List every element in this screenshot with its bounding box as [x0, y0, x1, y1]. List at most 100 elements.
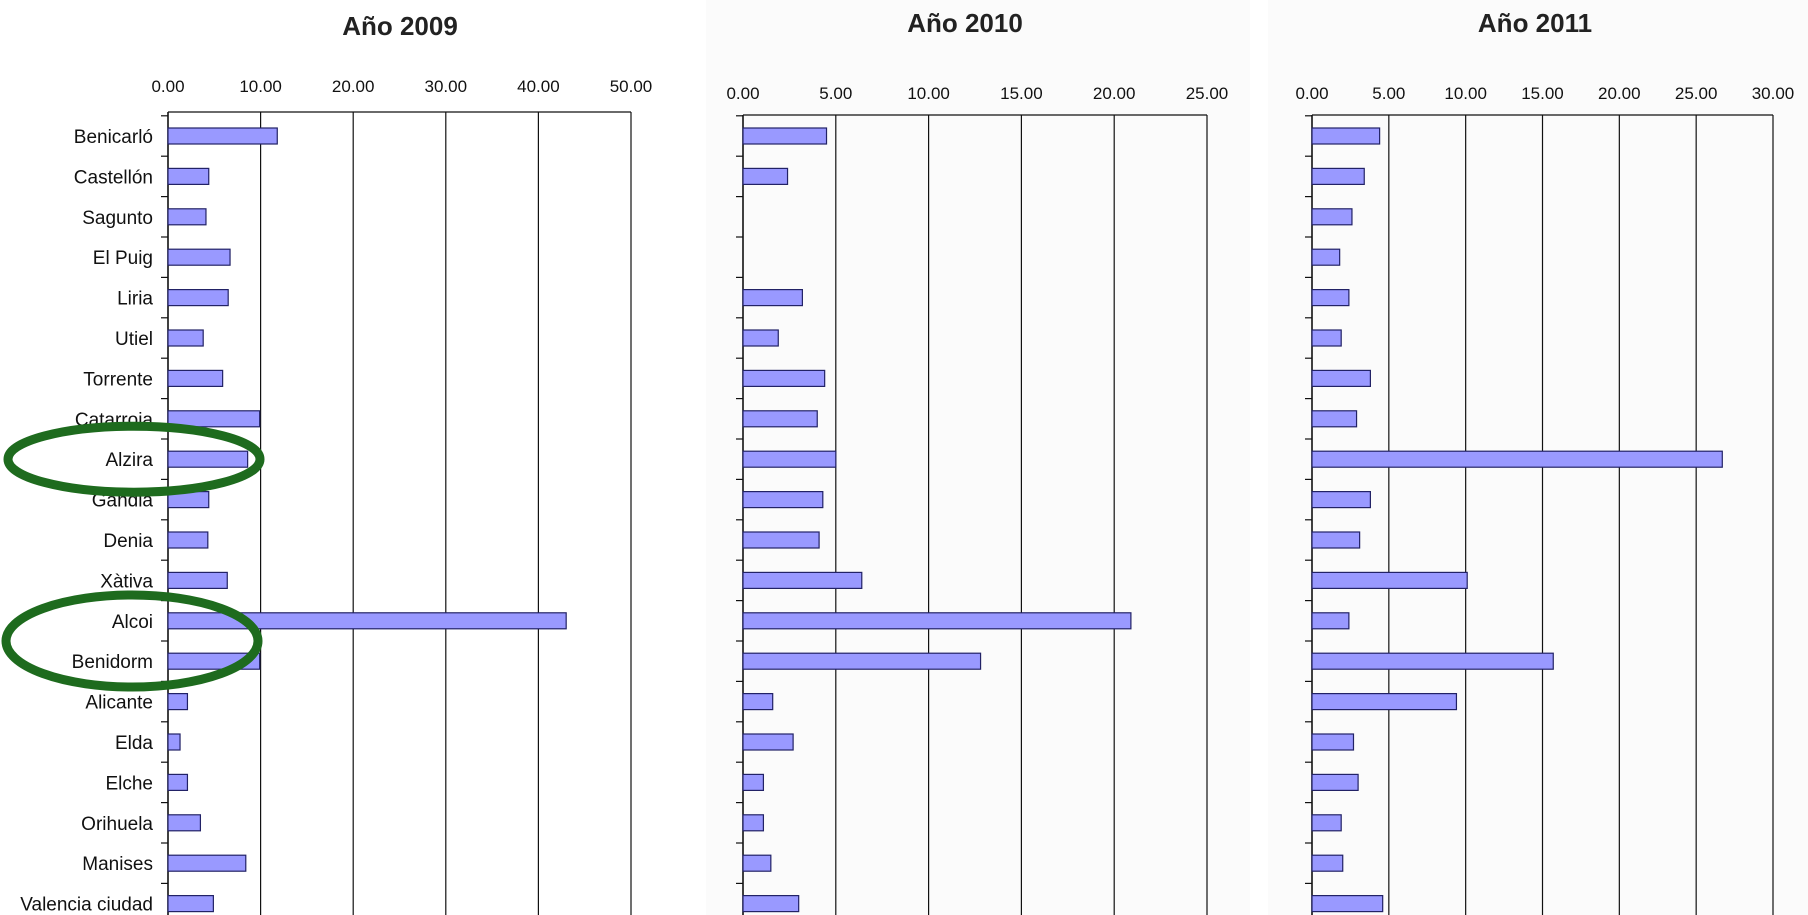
bar-2009-denia — [167, 531, 209, 549]
category-label-denia: Denia — [103, 531, 153, 552]
bar-2010-manises — [742, 854, 772, 872]
category-label-utiel: Utiel — [115, 329, 153, 350]
tick-label-2011-6: 30.00 — [1752, 84, 1795, 103]
chart-2010: 0.00 5.00 10.00 15.00 20.00 25.00 — [726, 84, 1228, 915]
category-label-benidorm: Benidorm — [72, 652, 153, 673]
chart-2011: 0.00 5.00 10.00 15.00 20.00 25.00 30.00 — [1295, 84, 1794, 915]
bar-2011-orihuela — [1311, 814, 1342, 832]
tick-label-2010-0: 0.00 — [726, 84, 759, 103]
category-label-alcoi: Alcoi — [112, 612, 153, 633]
category-label-elche: Elche — [105, 773, 153, 794]
bar-2011-el-puig — [1311, 248, 1341, 266]
bar-2009-manises — [167, 854, 247, 872]
category-label-liria: Liria — [117, 289, 153, 310]
bar-2011-benicarlo — [1311, 127, 1381, 145]
category-label-el-puig: El Puig — [93, 248, 153, 269]
bar-2011-elda — [1311, 733, 1355, 751]
bar-2009-valencia-ciudad — [167, 894, 214, 913]
bar-2011-torrente — [1311, 369, 1371, 387]
bar-2010-torrente — [742, 369, 826, 387]
bar-2009-benicarlo — [167, 127, 278, 145]
bar-2009-castellon — [167, 167, 210, 185]
category-label-benicarlo: Benicarló — [74, 127, 153, 148]
tick-label-2010-1: 5.00 — [819, 84, 852, 103]
bar-2009-alcoi — [167, 612, 567, 630]
bar-2009-xativa — [167, 571, 228, 590]
bar-2010-benicarlo — [742, 127, 828, 145]
tick-label-2009-3: 30.00 — [425, 77, 468, 96]
tick-label-2011-5: 25.00 — [1675, 84, 1718, 103]
category-label-alicante: Alicante — [85, 693, 153, 714]
bar-2009-orihuela — [167, 814, 202, 832]
tick-label-2009-5: 50.00 — [610, 77, 653, 96]
tick-label-2010-3: 15.00 — [1000, 84, 1043, 103]
category-label-alzira: Alzira — [105, 450, 153, 471]
chart-title-2009: Año 2009 — [342, 11, 458, 41]
tick-label-2010-5: 25.00 — [1186, 84, 1229, 103]
bar-2010-denia — [742, 531, 820, 549]
bar-2010-valencia-ciudad — [742, 894, 800, 913]
bar-2011-utiel — [1311, 329, 1342, 347]
bar-2009-torrente — [167, 369, 224, 387]
tick-label-2009-4: 40.00 — [517, 77, 560, 96]
bar-2010-castellon — [742, 167, 789, 185]
bar-2010-alzira — [742, 450, 837, 468]
tick-label-2010-2: 10.00 — [907, 84, 950, 103]
bar-2010-alicante — [742, 692, 774, 711]
chart-title-2011: Año 2011 — [1478, 8, 1592, 38]
bar-2011-gandia — [1311, 491, 1371, 509]
category-label-manises: Manises — [82, 854, 153, 875]
bar-2010-elda — [742, 733, 794, 751]
category-label-sagunto: Sagunto — [82, 208, 153, 229]
tick-label-2011-0: 0.00 — [1295, 84, 1328, 103]
bar-2009-catarroja — [167, 410, 261, 428]
bar-2010-gandia — [742, 491, 824, 509]
bar-2009-elda — [167, 733, 181, 751]
bar-2010-elche — [742, 773, 765, 792]
chart-2009: 0.00 10.00 20.00 30.00 40.00 50.00 Benicarló Ca… — [20, 77, 652, 915]
tick-label-2009-1: 10.00 — [239, 77, 282, 96]
bar-2011-sagunto — [1311, 208, 1353, 226]
bar-2011-castellon — [1311, 167, 1365, 185]
category-label-orihuela: Orihuela — [81, 814, 153, 835]
bar-2011-manises — [1311, 854, 1344, 872]
highlight-annotations — [1, 421, 265, 692]
bar-2010-xativa — [742, 571, 863, 590]
tick-label-2011-2: 10.00 — [1444, 84, 1487, 103]
bar-2009-elche — [167, 773, 189, 792]
bar-2009-sagunto — [167, 208, 207, 226]
bar-2011-alcoi — [1311, 612, 1350, 630]
category-label-elda: Elda — [115, 733, 153, 754]
tick-label-2011-4: 20.00 — [1598, 84, 1641, 103]
bar-2011-valencia-ciudad — [1311, 894, 1384, 913]
category-label-castellon: Castellón — [74, 167, 153, 188]
category-label-torrente: Torrente — [83, 369, 153, 390]
highlight-ellipse-alzira — [3, 421, 265, 497]
bar-2010-liria — [742, 289, 803, 307]
bar-2011-elche — [1311, 773, 1359, 792]
tick-label-2009-2: 20.00 — [332, 77, 375, 96]
bar-2011-liria — [1311, 289, 1350, 307]
bar-2010-benidorm — [742, 652, 982, 670]
tick-label-2009-0: 0.00 — [151, 77, 184, 96]
tick-label-2011-1: 5.00 — [1372, 84, 1405, 103]
bar-2011-denia — [1311, 531, 1361, 549]
bar-2009-el-puig — [167, 248, 231, 266]
bar-2010-alcoi — [742, 612, 1132, 630]
bar-2011-benidorm — [1311, 652, 1554, 670]
bar-2009-alzira — [167, 450, 249, 468]
bar-2011-catarroja — [1311, 410, 1358, 428]
bar-2009-alicante — [167, 692, 189, 711]
category-label-xativa: Xàtiva — [100, 571, 153, 592]
bar-2011-alicante — [1311, 692, 1458, 711]
bar-2011-xativa — [1311, 571, 1468, 590]
bar-2011-alzira — [1311, 450, 1723, 468]
bar-2009-utiel — [167, 329, 204, 347]
bar-2010-utiel — [742, 329, 779, 347]
bar-2010-orihuela — [742, 814, 765, 832]
tick-label-2010-4: 20.00 — [1093, 84, 1136, 103]
tick-label-2011-3: 15.00 — [1521, 84, 1564, 103]
chart-title-2010: Año 2010 — [907, 8, 1023, 38]
bar-2009-liria — [167, 289, 229, 307]
